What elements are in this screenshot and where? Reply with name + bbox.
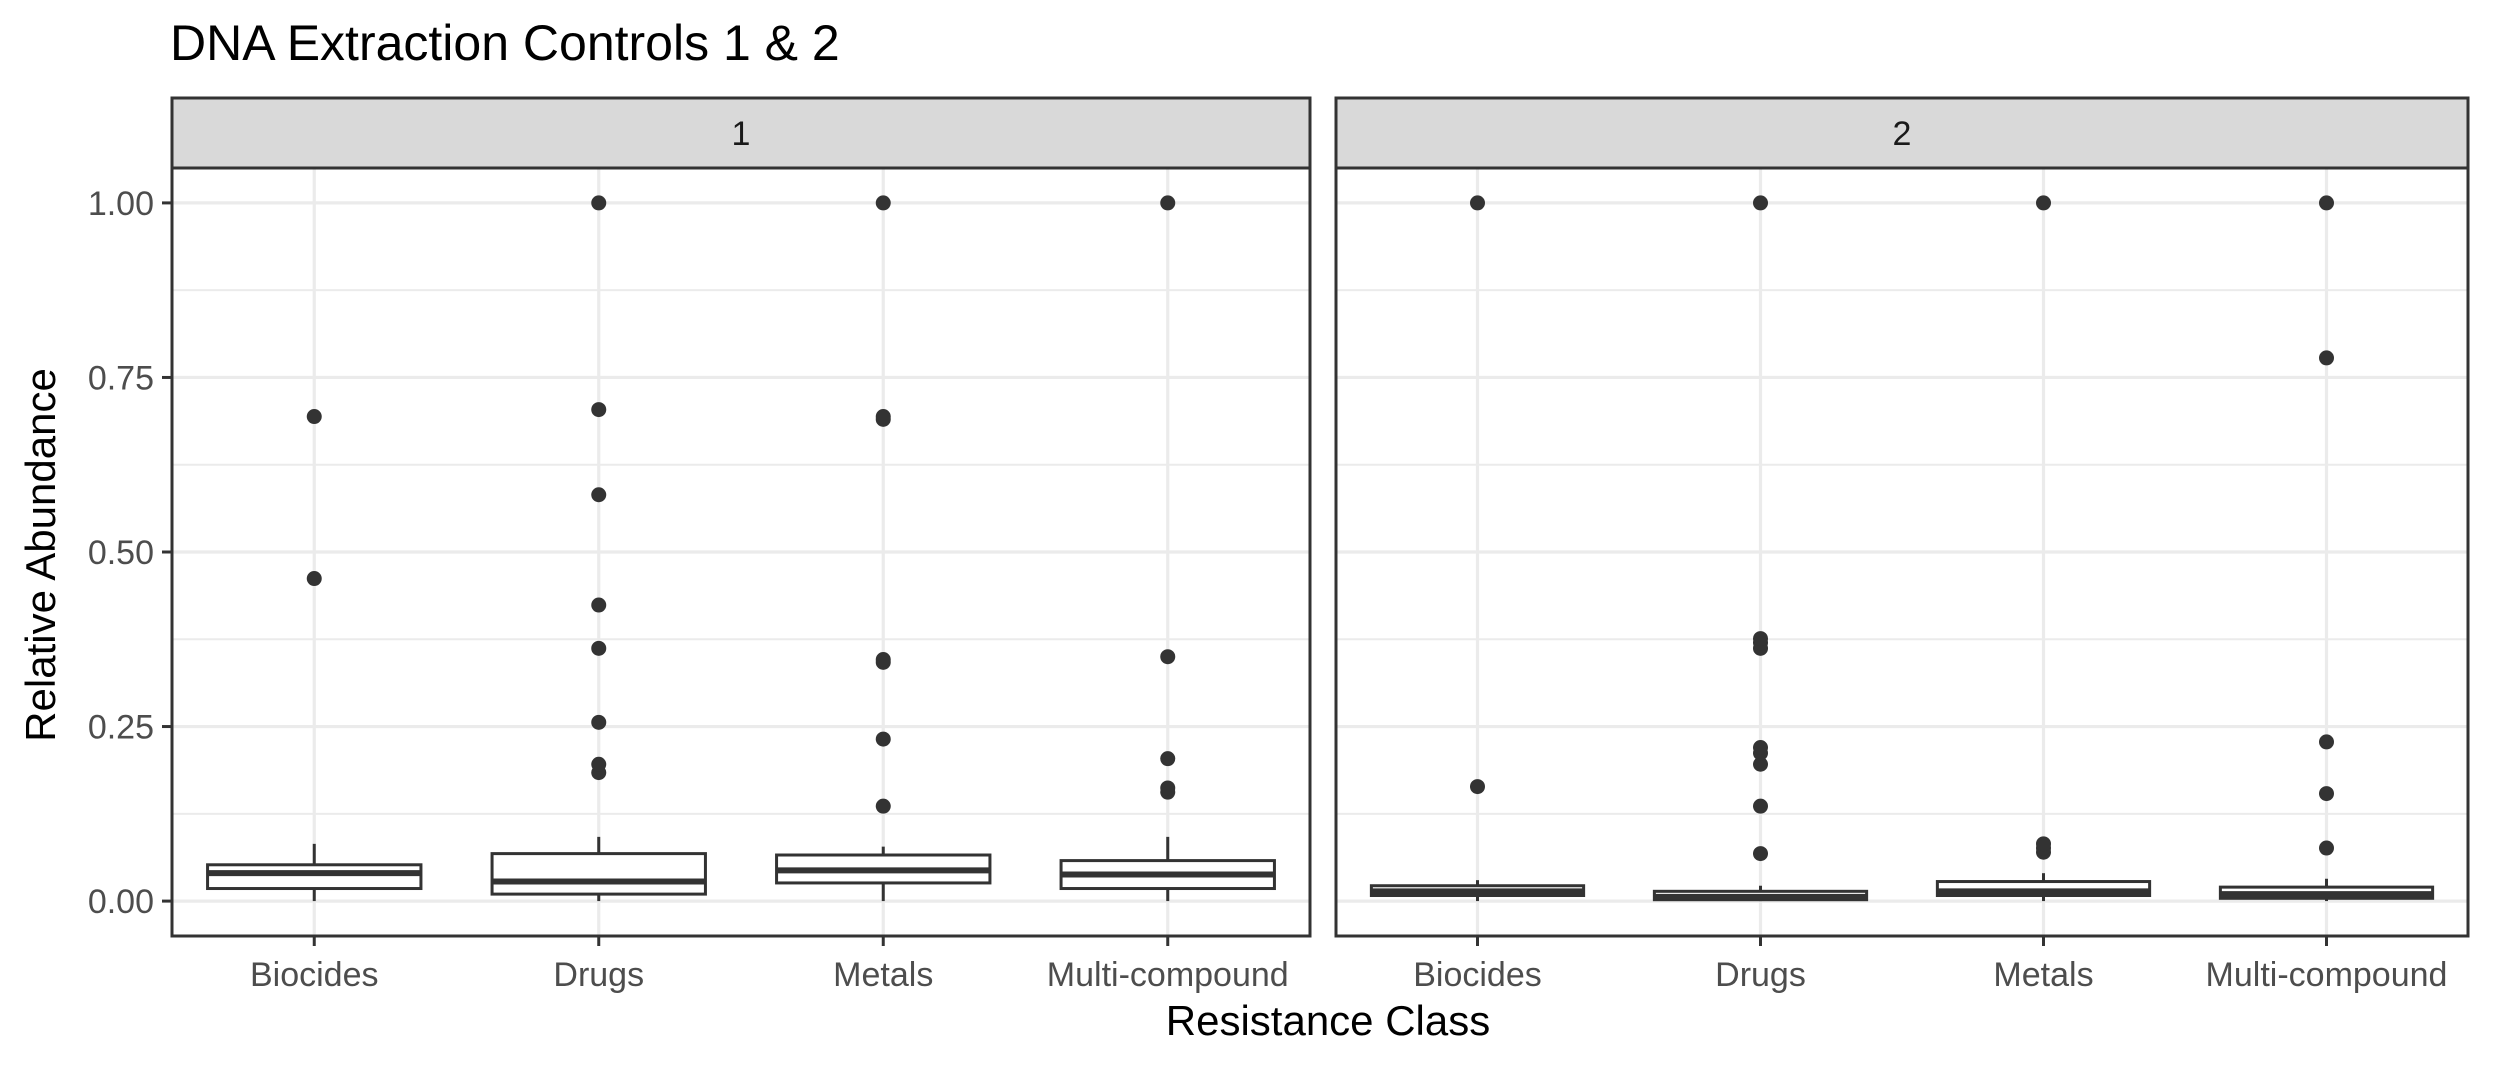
outlier-point xyxy=(591,756,607,772)
outlier-point xyxy=(1753,631,1768,647)
outlier-point xyxy=(875,195,891,211)
y-axis: 0.00 0.25 0.50 0.75 1.00 xyxy=(88,185,172,921)
box-biocides xyxy=(1369,195,1586,902)
outlier-point xyxy=(875,409,891,425)
box-multi-compound xyxy=(1059,195,1276,902)
box-iqr xyxy=(490,852,707,896)
box-metals xyxy=(1935,195,2152,902)
outlier-point xyxy=(306,571,322,587)
x-tick-label: Biocides xyxy=(250,956,379,994)
chart-title: DNA Extraction Controls 1 & 2 xyxy=(170,15,840,71)
outlier-point xyxy=(2319,840,2334,856)
outlier-point xyxy=(1470,779,1485,795)
outlier-point xyxy=(591,402,607,418)
y-axis-title: Relative Abundance xyxy=(17,368,64,742)
x-tick-label: Biocides xyxy=(1413,956,1542,994)
outlier-point xyxy=(2319,786,2334,802)
outlier-point xyxy=(2319,195,2334,211)
x-tick-label: Multi-compound xyxy=(1047,956,1289,994)
box-drugs xyxy=(1652,195,1869,902)
outlier-point xyxy=(306,409,322,425)
facet-panel-2: 2 Biocides Drugs Metals Multi-compound xyxy=(1334,96,2470,994)
outlier-point xyxy=(1753,756,1768,772)
x-tick-label: Drugs xyxy=(1715,956,1806,994)
facet-strip xyxy=(1334,96,2470,170)
box-iqr xyxy=(206,863,423,891)
outlier-point xyxy=(875,731,891,747)
box-drugs xyxy=(490,195,707,902)
facet-panel-1: 1 Biocides Drugs Metals Multi-compound xyxy=(170,96,1312,994)
outlier-point xyxy=(1160,751,1176,767)
box-multi-compound xyxy=(2218,195,2435,902)
outlier-point xyxy=(2036,836,2051,852)
y-tick-label: 0.00 xyxy=(88,883,154,921)
y-tick-label: 0.50 xyxy=(88,534,154,572)
outlier-point xyxy=(875,652,891,668)
facet-strip-label: 1 xyxy=(732,115,751,153)
outlier-point xyxy=(2319,734,2334,750)
x-axis-title: Resistance Class xyxy=(1166,997,1490,1044)
outlier-point xyxy=(2319,350,2334,366)
outlier-point xyxy=(2036,195,2051,211)
y-tick-label: 1.00 xyxy=(88,185,154,223)
outlier-point xyxy=(1160,649,1176,665)
outlier-point xyxy=(591,195,607,211)
outlier-point xyxy=(591,597,607,613)
box-metals xyxy=(775,195,992,902)
outlier-point xyxy=(875,798,891,814)
box-biocides xyxy=(206,409,423,902)
facets: 1 Biocides Drugs Metals Multi-compound 2 Bioci… xyxy=(170,96,2470,994)
x-tick-label: Multi-compound xyxy=(2206,956,2448,994)
outlier-point xyxy=(591,714,607,730)
x-tick-label: Metals xyxy=(833,956,933,994)
x-tick-label: Metals xyxy=(1993,956,2093,994)
outlier-point xyxy=(1753,195,1768,211)
outlier-point xyxy=(591,640,607,656)
outlier-point xyxy=(1160,780,1176,796)
facet-strip xyxy=(170,96,1312,170)
facet-strip-label: 2 xyxy=(1893,115,1912,153)
outlier-point xyxy=(1753,798,1768,814)
y-tick-label: 0.75 xyxy=(88,359,154,397)
outlier-point xyxy=(1160,195,1176,211)
outlier-point xyxy=(1470,195,1485,211)
outlier-point xyxy=(591,487,607,503)
outlier-point xyxy=(1753,846,1768,862)
outlier-point xyxy=(1753,739,1768,755)
x-tick-label: Drugs xyxy=(553,956,644,994)
y-tick-label: 0.25 xyxy=(88,709,154,747)
